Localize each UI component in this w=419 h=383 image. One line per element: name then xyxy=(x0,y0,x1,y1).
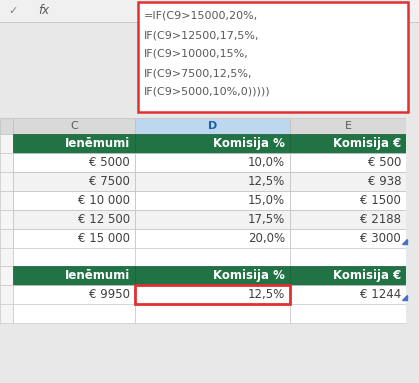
Bar xyxy=(0,172,13,191)
Text: fx: fx xyxy=(38,5,49,18)
Text: IF(C9>7500,12,5%,: IF(C9>7500,12,5%, xyxy=(144,68,253,78)
Bar xyxy=(0,134,13,153)
Text: € 938: € 938 xyxy=(367,175,401,188)
Text: € 500: € 500 xyxy=(367,156,401,169)
Text: IF(C9>12500,17,5%,: IF(C9>12500,17,5%, xyxy=(144,30,259,40)
Bar xyxy=(0,304,419,383)
Bar xyxy=(0,22,419,23)
Text: 10,0%: 10,0% xyxy=(248,156,285,169)
Text: IF(C9>5000,10%,0))))): IF(C9>5000,10%,0))))) xyxy=(144,87,271,97)
Bar xyxy=(0,248,13,266)
Text: € 5000: € 5000 xyxy=(89,156,130,169)
Bar xyxy=(406,118,419,383)
Text: 20,0%: 20,0% xyxy=(248,232,285,245)
Bar xyxy=(290,229,406,248)
Text: € 7500: € 7500 xyxy=(89,175,130,188)
Bar xyxy=(135,229,290,248)
Bar xyxy=(290,304,406,323)
Text: € 1500: € 1500 xyxy=(360,194,401,207)
Bar xyxy=(0,285,13,304)
Bar xyxy=(135,118,290,134)
Bar xyxy=(0,153,13,172)
Text: Komisija €: Komisija € xyxy=(333,269,401,282)
Bar xyxy=(13,153,135,172)
Text: Komisija %: Komisija % xyxy=(213,137,285,150)
Polygon shape xyxy=(402,295,407,300)
Text: =IF(C9>15000,20%,: =IF(C9>15000,20%, xyxy=(144,11,258,21)
Bar xyxy=(0,248,419,266)
Bar xyxy=(135,266,290,285)
Bar xyxy=(290,172,406,191)
Text: 12,5%: 12,5% xyxy=(248,175,285,188)
Bar xyxy=(13,134,135,153)
Bar xyxy=(135,134,290,153)
Text: € 3000: € 3000 xyxy=(360,232,401,245)
Bar xyxy=(13,304,135,323)
Text: € 10 000: € 10 000 xyxy=(78,194,130,207)
Bar xyxy=(135,153,290,172)
Text: C: C xyxy=(70,121,78,131)
Bar xyxy=(135,191,290,210)
Bar xyxy=(0,229,13,248)
Bar xyxy=(0,266,13,285)
Text: ✓: ✓ xyxy=(8,6,17,16)
Bar xyxy=(13,285,135,304)
Bar xyxy=(13,118,135,134)
Polygon shape xyxy=(402,239,407,244)
Bar xyxy=(0,210,13,229)
Bar xyxy=(0,23,419,116)
Text: Komisija €: Komisija € xyxy=(333,137,401,150)
Text: € 15 000: € 15 000 xyxy=(78,232,130,245)
Bar xyxy=(290,210,406,229)
Bar xyxy=(138,2,408,112)
Bar xyxy=(13,266,135,285)
Bar xyxy=(0,304,13,323)
Bar xyxy=(290,118,406,134)
Bar xyxy=(290,153,406,172)
Bar xyxy=(13,229,135,248)
Text: IF(C9>10000,15%,: IF(C9>10000,15%, xyxy=(144,49,249,59)
Bar xyxy=(290,266,406,285)
Bar xyxy=(135,172,290,191)
Text: 12,5%: 12,5% xyxy=(248,288,285,301)
Text: € 1244: € 1244 xyxy=(360,288,401,301)
Bar xyxy=(13,210,135,229)
Text: 15,0%: 15,0% xyxy=(248,194,285,207)
Bar xyxy=(290,285,406,304)
Text: € 2188: € 2188 xyxy=(360,213,401,226)
Text: 17,5%: 17,5% xyxy=(248,213,285,226)
Text: Komisija %: Komisija % xyxy=(213,269,285,282)
Text: € 12 500: € 12 500 xyxy=(78,213,130,226)
Bar xyxy=(13,248,135,266)
Bar xyxy=(0,0,419,22)
Bar xyxy=(290,134,406,153)
Bar xyxy=(290,191,406,210)
Bar xyxy=(0,118,13,134)
Text: € 9950: € 9950 xyxy=(89,288,130,301)
Bar xyxy=(0,191,13,210)
Bar xyxy=(13,191,135,210)
Bar xyxy=(13,172,135,191)
Bar xyxy=(135,210,290,229)
Bar xyxy=(290,248,406,266)
Text: Ienēmumi: Ienēmumi xyxy=(65,137,130,150)
Bar xyxy=(135,285,290,304)
Text: D: D xyxy=(208,121,217,131)
Text: E: E xyxy=(344,121,352,131)
Bar xyxy=(135,248,290,266)
Bar xyxy=(135,304,290,323)
Text: Ienēmumi: Ienēmumi xyxy=(65,269,130,282)
